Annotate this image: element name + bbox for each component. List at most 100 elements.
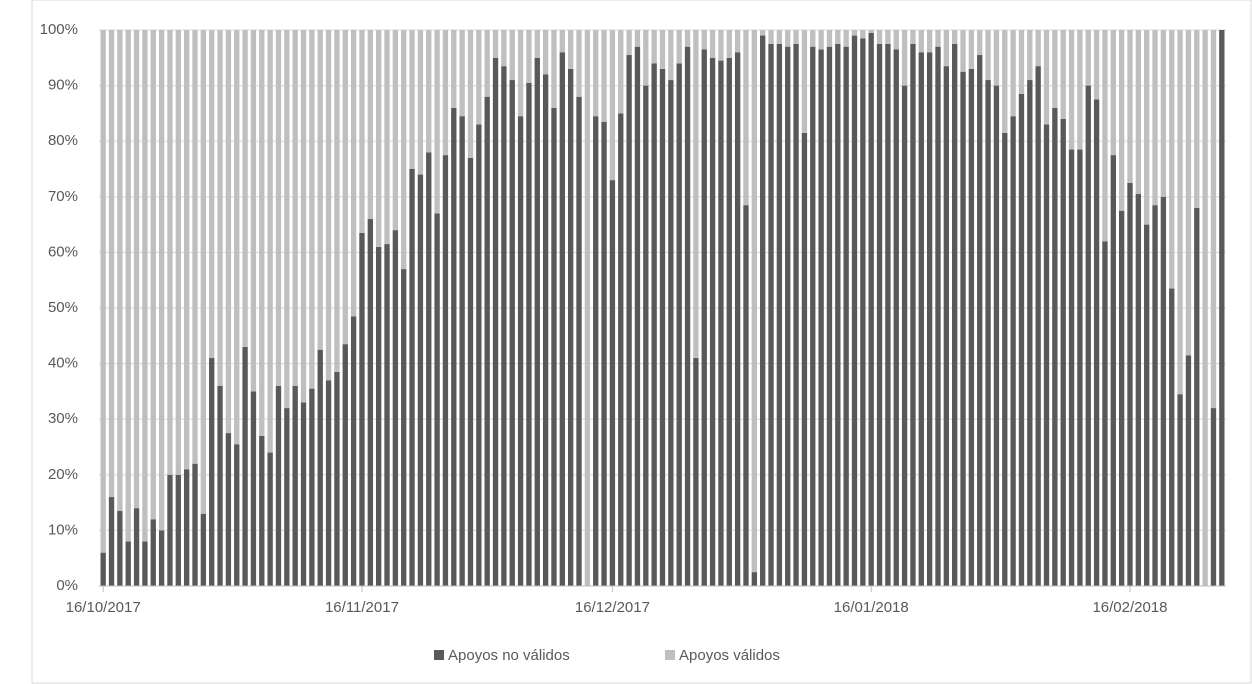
bar-segment [150,30,156,520]
bar-segment [709,30,716,58]
bar-segment [325,380,332,586]
bar-segment [910,43,916,586]
y-tick-label: 10% [48,521,78,538]
bar-segment [359,30,365,233]
bar-segment [559,30,565,53]
bar-segment [1085,85,1091,586]
bar-segment [1169,30,1175,289]
bar-segment [192,463,198,586]
bar-segment [718,30,724,61]
y-tick-label: 90% [48,77,78,94]
bar-segment [818,49,824,586]
bar-segment [442,30,449,156]
bar-segment [977,30,983,56]
bar-segment [300,402,307,586]
bar-segment [434,213,440,587]
bar-segment [1085,30,1091,86]
bar-segment [1135,194,1142,586]
bar-segment [776,30,783,44]
bar-segment [668,30,674,81]
bar-segment [1169,288,1175,586]
bar-segment [409,30,415,169]
bar-segment [643,85,649,586]
bar-segment [1202,30,1208,586]
bar-segment [375,246,382,586]
bar-segment [267,452,273,586]
bar-segment [133,508,140,586]
bar-segment [534,30,540,58]
bar-segment [267,30,273,453]
x-tick-label: 16/02/2018 [1092,599,1167,616]
bar-segment [910,30,916,44]
bar-segment [125,30,131,542]
bar-segment [367,30,373,220]
bar-segment [709,57,716,587]
bar-segment [1077,30,1083,150]
legend-swatch [665,650,675,660]
bar-segment [1102,241,1108,586]
bar-segment [618,113,624,587]
bar-segment [634,46,641,587]
bar-segment [1035,66,1041,586]
legend-label: Apoyos válidos [679,647,780,664]
bar-segment [325,30,332,381]
bar-segment [192,30,198,464]
bar-segment [1194,207,1200,587]
y-tick-label: 30% [48,410,78,427]
bar-segment [1219,30,1225,586]
bar-segment [259,30,265,436]
bar-segment [517,116,524,587]
bar-segment [492,57,499,587]
bar-segment [334,30,340,372]
bar-segment [426,30,432,153]
bar-segment [1110,30,1116,156]
bar-segment [968,68,975,587]
bar-segment [801,132,808,587]
bar-segment [860,38,866,586]
bar-segment [768,30,774,44]
bar-segment [175,30,181,475]
bar-segment [776,43,783,586]
x-tick-label: 16/12/2017 [575,599,650,616]
bar-segment [935,30,941,47]
bar-segment [935,46,941,587]
bar-segment [125,541,131,586]
bar-segment [1093,99,1100,586]
bar-segment [559,52,565,587]
bar-segment [701,30,707,50]
bar-segment [1177,30,1183,395]
bar-segment [726,57,732,587]
bar-segment [835,30,841,44]
bar-segment [1177,394,1183,586]
bar-segment [492,30,499,58]
bar-segment [167,474,173,586]
bar-segment [593,30,599,117]
bar-segment [434,30,440,214]
bar-segment [985,30,991,81]
bar-segment [952,43,958,586]
bar-segment [1060,30,1066,119]
bar-segment [760,35,766,587]
bar-segment [885,43,891,586]
bar-segment [367,219,373,587]
bar-segment [1018,30,1025,94]
bar-segment [275,30,282,386]
bar-segment [768,43,774,586]
bar-segment [701,49,707,586]
bar-segment [158,530,165,586]
bar-segment [459,116,465,587]
bar-segment [309,388,315,586]
bar-segment [309,30,315,389]
bar-segment [284,30,290,409]
bar-segment [567,30,574,69]
bar-segment [751,30,758,573]
bar-segment [401,269,407,586]
bar-segment [576,96,582,586]
bar-segment [359,232,365,586]
bar-segment [893,49,899,586]
bar-segment [676,30,682,64]
bar-segment [785,46,791,587]
bar-segment [259,435,265,586]
bar-segment [426,152,432,586]
bar-segment [926,30,933,53]
